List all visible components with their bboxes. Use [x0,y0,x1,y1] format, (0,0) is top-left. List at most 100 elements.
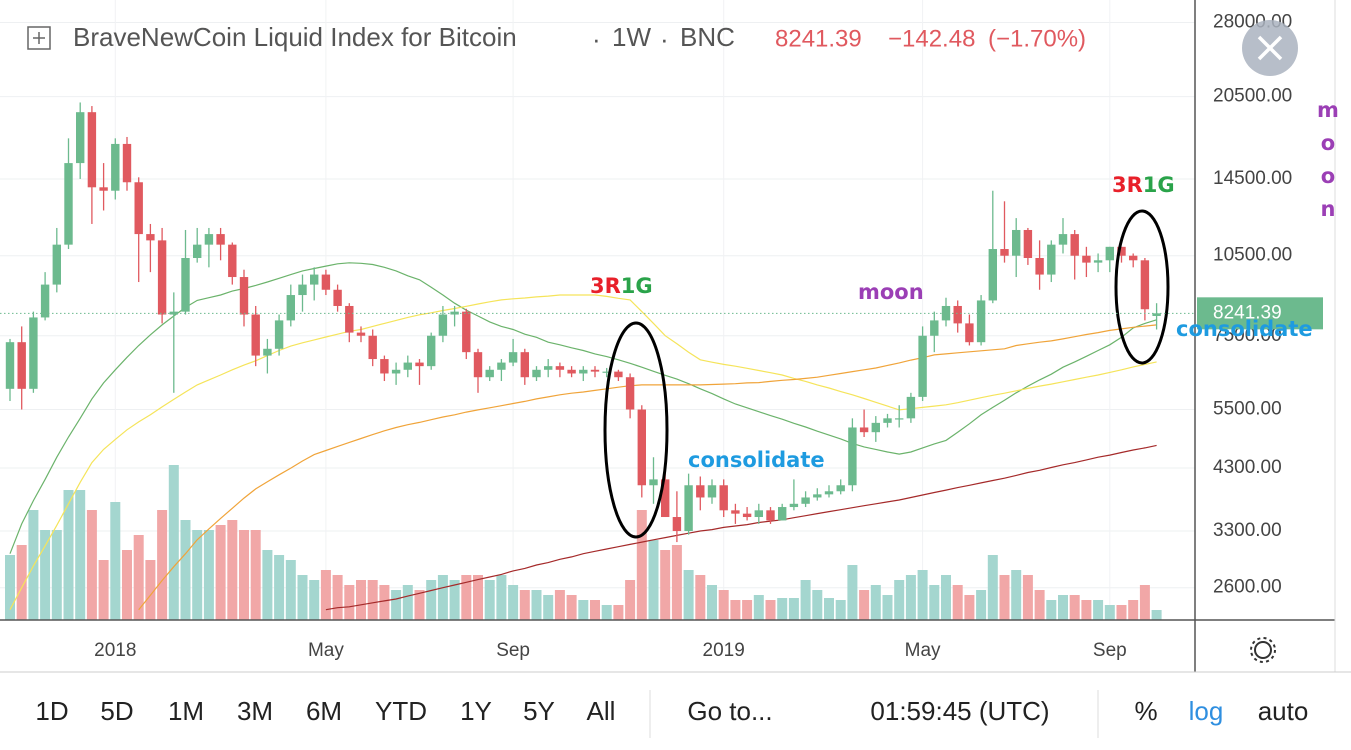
range-button[interactable]: 1Y [460,696,492,726]
change-percent: (−1.70%) [988,25,1086,52]
volume-bar [297,575,308,620]
range-button[interactable]: 6M [306,696,342,726]
y-tick-label: 10500.00 [1213,245,1292,266]
volume-bar [1046,600,1057,620]
volume-bar [964,595,975,620]
range-button[interactable]: All [587,696,616,726]
x-tick-label: May [905,640,941,661]
candle-body [5,342,15,389]
volume-bar [203,530,214,620]
volume-bar [473,575,483,620]
candle-body [169,311,178,315]
volume-bar [461,575,472,620]
candle-body [438,314,448,336]
volume-bar [227,520,238,620]
range-button[interactable]: 5D [100,696,133,726]
candle-body [625,377,635,410]
volume-bar [168,465,179,620]
volume-bar [484,580,495,620]
annotation-part: 3R [590,274,621,298]
volume-bar [1151,610,1162,620]
last-price-box [1197,297,1323,330]
range-button[interactable]: 3M [237,696,273,726]
volume-bar [180,520,191,620]
volume-bar [110,502,121,620]
volume-bar [449,580,460,620]
candle-body [976,300,986,343]
price-marker: 8241.39 [0,297,1323,330]
volume-bar [391,590,402,620]
volume-bar [192,530,203,620]
volume-bar [1093,600,1104,620]
percent-toggle[interactable]: % [1134,696,1157,726]
annotation: consolidate [688,448,825,472]
volume-bar [402,585,413,620]
range-button[interactable]: 5Y [523,696,555,726]
volume-bar [999,575,1010,620]
y-tick-label: 4300.00 [1213,457,1282,478]
candle-body [1047,244,1056,275]
axes: 2600.00 3300.00 4300.00 5500.00 7500.00 10500… [94,11,1292,661]
add-icon[interactable] [27,26,51,50]
candle-body [1105,246,1114,261]
auto-toggle[interactable]: auto [1258,696,1309,726]
moving-averages [9,262,1157,611]
volume-bar [987,555,998,620]
candle-body [391,369,401,374]
candle-body [427,335,436,367]
candle-body [614,371,623,378]
volume-bar [835,600,846,620]
candle-body [368,335,377,360]
volume-bar [426,580,437,620]
toolbar: 1D 5D 1M 3M 6M YTD 1Y 5Y All Go to... 01… [35,696,1308,726]
range-button[interactable]: YTD [375,696,427,726]
volume-bar [1034,590,1045,620]
volume-bar [1058,595,1068,620]
candle-body [1093,260,1103,263]
volume-bar [122,550,132,620]
goto-button[interactable]: Go to... [687,696,772,726]
candle-body [29,317,38,389]
candle-body [204,234,214,245]
volume-bar [320,570,331,620]
candle-body [333,289,342,306]
drawn-ellipse [603,321,669,539]
volume-bar [356,580,366,620]
candle-body [228,244,237,278]
volume-bar [765,600,776,620]
volume-bar [332,575,343,620]
range-button[interactable]: 1M [168,696,204,726]
volume-bar [508,585,519,620]
settings-icon[interactable] [1254,641,1272,659]
separator: · [660,24,669,54]
range-button[interactable]: 1D [35,696,68,726]
candle-body [216,234,225,245]
volume-bar [86,510,97,620]
candle-body [532,369,541,378]
volume-bar [917,570,928,620]
log-toggle[interactable]: log [1189,696,1224,726]
candle-body [871,422,880,433]
settings-icon [1250,637,1276,663]
volume-bar [414,590,425,620]
volume-bar [1116,605,1127,620]
volume-bar [285,560,296,620]
candle-body [380,359,389,374]
candle-body [497,362,506,370]
volume-bar [590,600,600,620]
moving-average [138,324,1157,611]
moving-average [9,294,1157,610]
candle-body [789,503,799,508]
y-tick-label: 7500.00 [1213,325,1282,346]
volume-bar [1104,605,1115,620]
separator: · [592,24,601,54]
volume-bar [613,605,624,620]
annotation-part: 1G [1143,173,1175,197]
volume-bar [578,600,589,620]
source: BNC [680,22,735,52]
candle-body [1129,255,1138,261]
drawn-ellipse [1114,209,1170,365]
volume-bar [133,535,144,620]
candle-body [988,249,997,301]
